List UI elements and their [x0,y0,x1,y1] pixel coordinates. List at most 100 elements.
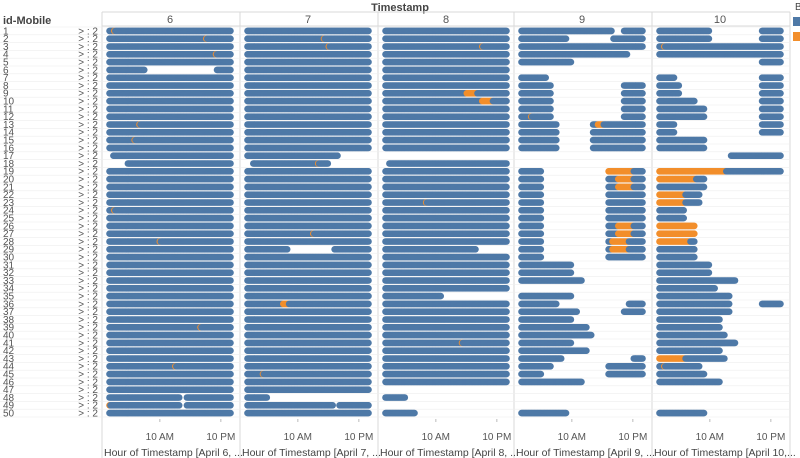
row-label-suffix: > : 2 [78,362,98,373]
x-tick-label: 10 AM [422,432,450,443]
row-label-suffix: > : 2 [78,182,98,193]
row-label-suffix: > : 2 [78,206,98,217]
x-tick-label: 10 PM [206,432,235,443]
row-label-suffix: > : 2 [78,81,98,92]
row-label-suffix: > : 2 [78,253,98,264]
x-tick-label: 10 PM [618,432,647,443]
row-label: 9 [3,89,9,100]
row-label-suffix: > : 2 [78,112,98,123]
data-point [227,35,234,42]
data-point [227,292,234,300]
legend-square-orange-icon[interactable] [793,32,800,41]
x-tick-label: 10 PM [756,432,785,443]
row-label: 24 [3,206,15,217]
data-point [227,58,234,66]
x-axis-title: Hour of Timestamp [April 9, ... [516,447,655,458]
data-point [227,113,234,120]
row-label: 47 [3,385,15,396]
row-label-suffix: > : 2 [78,190,98,201]
panel-header-label: 7 [305,14,311,26]
row-label-suffix: > : 2 [78,198,98,209]
row-label: 31 [3,260,15,271]
x-tick-label: 10 PM [482,432,511,443]
data-point [227,285,234,292]
row-label-suffix: > : 2 [78,338,98,349]
row-label-suffix: > : 2 [78,175,98,186]
column-header-title: Timestamp [0,2,800,14]
row-label: 20 [3,175,15,186]
row-label: 5 [3,58,9,69]
row-label: 3 [3,42,9,53]
x-axis-title: Hour of Timestamp [April 6, ... [104,447,243,458]
row-label-suffix: > : 2 [78,315,98,326]
row-label-suffix: > : 2 [78,104,98,115]
row-label: 8 [3,81,9,92]
x-axis-title: Hour of Timestamp [April 7, ... [242,447,381,458]
row-label: 7 [3,73,9,84]
row-label: 25 [3,214,15,225]
row-label: 46 [3,377,15,388]
x-tick-label: 10 AM [696,432,724,443]
row-label: 18 [3,159,15,170]
data-point [227,183,234,191]
data-point [227,51,234,58]
row-label-suffix: > : 2 [78,167,98,178]
data-point [227,316,234,323]
row-label: 48 [3,393,15,404]
data-point [227,308,234,316]
row-label-suffix: > : 2 [78,128,98,139]
row-label-suffix: > : 2 [78,276,98,287]
data-point [227,168,234,175]
row-label: 37 [3,307,15,318]
panel-header-label: 8 [443,14,449,26]
row-label-suffix: > : 2 [78,97,98,108]
row-label-suffix: > : 2 [78,65,98,76]
data-point [227,152,234,159]
row-label-suffix: > : 2 [78,245,98,256]
row-label: 33 [3,276,15,287]
row-label-suffix: > : 2 [78,214,98,225]
data-point [227,144,234,152]
data-point [227,199,234,206]
x-tick-label: 10 AM [558,432,586,443]
data-point [227,277,234,284]
row-label-suffix: > : 2 [78,354,98,365]
row-label: 30 [3,253,15,264]
row-label-suffix: > : 2 [78,385,98,396]
row-label-suffix: > : 2 [78,370,98,381]
data-point [227,191,234,198]
row-label: 12 [3,112,15,123]
data-point [141,66,148,74]
row-label: 49 [3,401,15,412]
row-label: 17 [3,151,15,162]
row-label-suffix: > : 2 [78,73,98,84]
row-label-suffix: > : 2 [78,50,98,61]
row-label: 32 [3,268,15,279]
panel-header-label: 9 [579,14,585,26]
row-label-suffix: > : 2 [78,331,98,342]
legend-title: B [795,2,800,12]
row-header-title[interactable]: id-Mobile [3,15,51,27]
row-label: 50 [3,409,15,420]
data-point [227,105,234,113]
row-label: 39 [3,323,15,334]
row-label-suffix: > : 2 [78,89,98,100]
row-label: 13 [3,120,15,131]
row-label-suffix: > : 2 [78,268,98,279]
row-label: 43 [3,354,15,365]
row-label-suffix: > : 2 [78,260,98,271]
row-label-suffix: > : 2 [78,151,98,162]
row-label-suffix: > : 2 [78,377,98,388]
legend-square-blue-icon[interactable] [793,17,800,26]
row-label: 45 [3,370,15,381]
row-label: 4 [3,50,9,61]
row-label-suffix: > : 2 [78,143,98,154]
row-label: 19 [3,167,15,178]
data-point [227,230,234,237]
row-label: 10 [3,97,15,108]
row-label: 21 [3,182,15,193]
data-point [227,175,234,183]
row-label-suffix: > : 2 [78,323,98,334]
row-label-suffix: > : 2 [78,307,98,318]
